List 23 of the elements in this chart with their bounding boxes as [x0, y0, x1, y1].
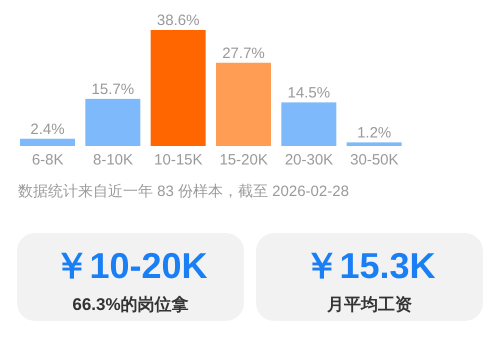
x-tick-label: 20-30K — [284, 152, 334, 169]
bar — [150, 30, 206, 146]
bar — [20, 138, 75, 146]
text: ￥10-20K — [52, 245, 209, 287]
bar — [281, 102, 336, 146]
x-tick-label: 10-15K — [154, 152, 203, 169]
data-label: 1.2% — [357, 124, 392, 142]
text: 数据统计来自近一年 83 份样本，截至 2026-02-28 — [18, 182, 349, 201]
x-tick-label: 8-10K — [92, 152, 134, 169]
x-tick-label: 6-8K — [32, 152, 64, 169]
x-tick-label: 30-50K — [350, 152, 399, 169]
data-label: 15.7% — [92, 80, 134, 98]
data-label: 27.7% — [222, 44, 265, 62]
bar — [216, 62, 271, 146]
data-label: 38.6% — [156, 12, 200, 29]
data-label: 2.4% — [30, 120, 65, 138]
text: 66.3%的岗位拿 — [71, 294, 190, 316]
data-label: 14.5% — [288, 84, 330, 102]
bar — [346, 142, 402, 146]
text: ￥15.3K — [302, 245, 437, 287]
bar — [85, 98, 140, 146]
text: 月平均工资 — [326, 294, 413, 316]
x-tick-label: 15-20K — [219, 152, 268, 169]
